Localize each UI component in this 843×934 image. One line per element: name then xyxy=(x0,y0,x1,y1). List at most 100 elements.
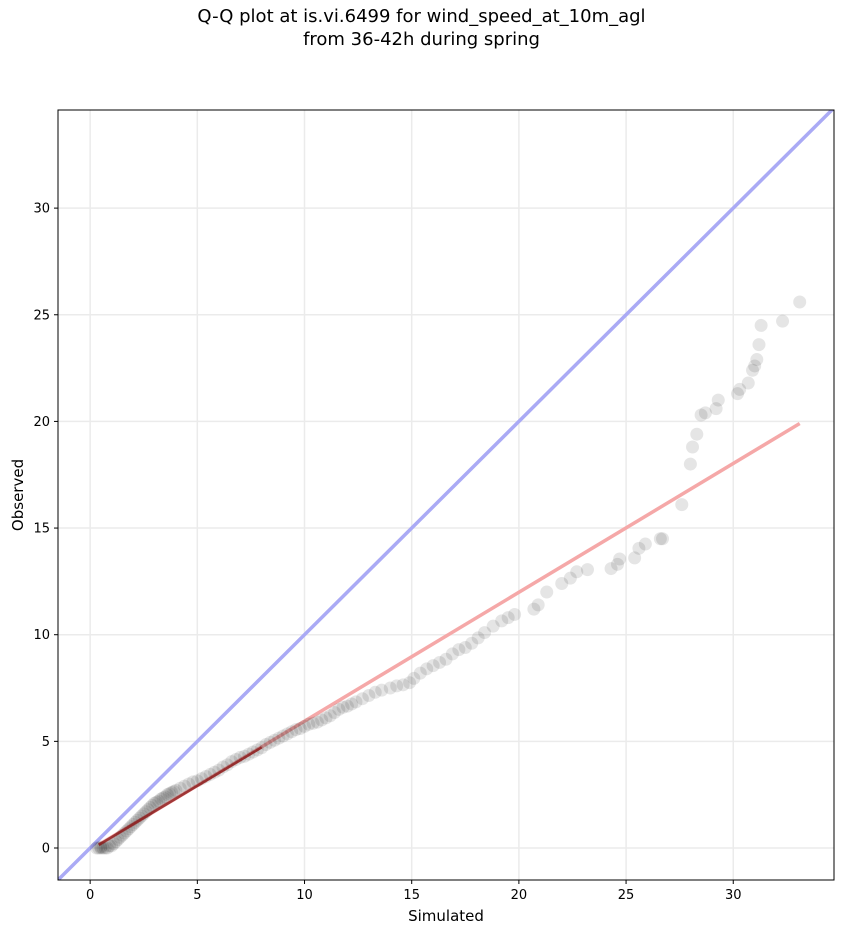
data-point xyxy=(302,717,316,731)
data-point xyxy=(345,697,359,711)
data-point xyxy=(156,791,170,805)
data-point xyxy=(508,607,522,621)
data-point xyxy=(407,671,421,685)
data-point xyxy=(150,795,164,809)
x-tick-label: 15 xyxy=(403,888,420,903)
data-point xyxy=(628,551,642,565)
data-point xyxy=(332,702,346,716)
data-point xyxy=(683,457,697,471)
data-point xyxy=(686,440,700,454)
y-tick-label: 0 xyxy=(42,842,50,857)
data-point xyxy=(263,735,277,749)
data-point xyxy=(212,763,226,777)
plot-frame xyxy=(57,109,835,881)
chart-subtitle: from 36-42h during spring xyxy=(303,29,540,50)
data-point xyxy=(750,353,764,367)
data-point xyxy=(268,733,282,747)
data-point xyxy=(403,676,417,690)
chart-title: Q-Q plot at is.vi.6499 for wind_speed_at… xyxy=(197,6,646,27)
y-tick-label: 30 xyxy=(33,202,50,217)
data-point xyxy=(563,571,577,585)
data-point xyxy=(162,787,176,801)
data-point xyxy=(280,727,294,741)
data-point xyxy=(610,557,624,571)
data-point xyxy=(383,681,397,695)
data-point xyxy=(152,794,166,808)
data-point xyxy=(793,295,807,309)
data-point xyxy=(638,537,652,551)
data-point xyxy=(709,402,723,416)
data-point xyxy=(182,777,196,791)
data-point xyxy=(107,837,121,851)
data-point xyxy=(120,824,134,838)
data-point xyxy=(368,685,382,699)
data-point xyxy=(733,382,747,396)
x-tick-label: 30 xyxy=(725,888,742,903)
data-point xyxy=(160,788,174,802)
data-point xyxy=(328,706,342,720)
y-tick-label: 5 xyxy=(42,735,50,750)
data-point xyxy=(390,679,404,693)
data-point xyxy=(754,318,768,332)
data-point xyxy=(439,652,453,666)
x-tick-label: 25 xyxy=(618,888,635,903)
data-point xyxy=(675,498,689,512)
data-point xyxy=(98,841,112,855)
x-axis-label: Simulated xyxy=(408,907,484,925)
data-point xyxy=(471,631,485,645)
x-tick-label: 5 xyxy=(193,888,201,903)
fit-line-overlap xyxy=(98,746,263,846)
data-point xyxy=(632,541,646,555)
data-point xyxy=(349,695,363,709)
data-point xyxy=(413,666,427,680)
x-tick-label: 20 xyxy=(511,888,528,903)
data-point xyxy=(216,760,230,774)
data-point xyxy=(158,790,172,804)
data-point xyxy=(276,729,290,743)
data-point xyxy=(486,619,500,633)
data-point xyxy=(92,841,106,855)
data-point xyxy=(272,731,286,745)
data-point xyxy=(478,626,492,640)
data-point xyxy=(94,840,108,854)
x-tick-label: 10 xyxy=(296,888,313,903)
data-point xyxy=(109,835,123,849)
data-point xyxy=(229,752,243,766)
data-point xyxy=(117,826,131,840)
data-point xyxy=(102,839,116,853)
data-point xyxy=(570,565,584,579)
axis-ticks: 0 5 10 15 20 25 30 0 5 10 15 20 25 30 xyxy=(33,202,741,903)
data-point xyxy=(495,614,509,628)
data-point xyxy=(420,662,434,676)
data-point xyxy=(531,598,545,612)
y-tick-label: 25 xyxy=(33,308,50,323)
data-point xyxy=(203,767,217,781)
data-point xyxy=(604,562,618,576)
data-point xyxy=(776,314,790,328)
data-point xyxy=(362,688,376,702)
data-point xyxy=(746,363,760,377)
data-point xyxy=(426,659,440,673)
plot-area xyxy=(58,110,834,880)
x-tick-label: 0 xyxy=(86,888,94,903)
data-point xyxy=(154,792,168,806)
data-point xyxy=(613,552,627,566)
data-point xyxy=(285,725,299,739)
data-point xyxy=(289,723,303,737)
data-point xyxy=(748,359,762,373)
y-axis-label: Observed xyxy=(9,459,27,531)
data-point xyxy=(298,719,312,733)
data-point xyxy=(167,784,181,798)
data-point xyxy=(306,716,320,730)
data-point xyxy=(458,641,472,655)
data-point xyxy=(319,711,333,725)
y-tick-label: 20 xyxy=(33,415,50,430)
data-point xyxy=(169,783,183,797)
data-point xyxy=(690,427,704,441)
data-point xyxy=(731,387,745,401)
data-point xyxy=(580,563,594,577)
data-point xyxy=(259,738,273,752)
data-point xyxy=(165,786,179,800)
y-tick-label: 10 xyxy=(33,628,50,643)
